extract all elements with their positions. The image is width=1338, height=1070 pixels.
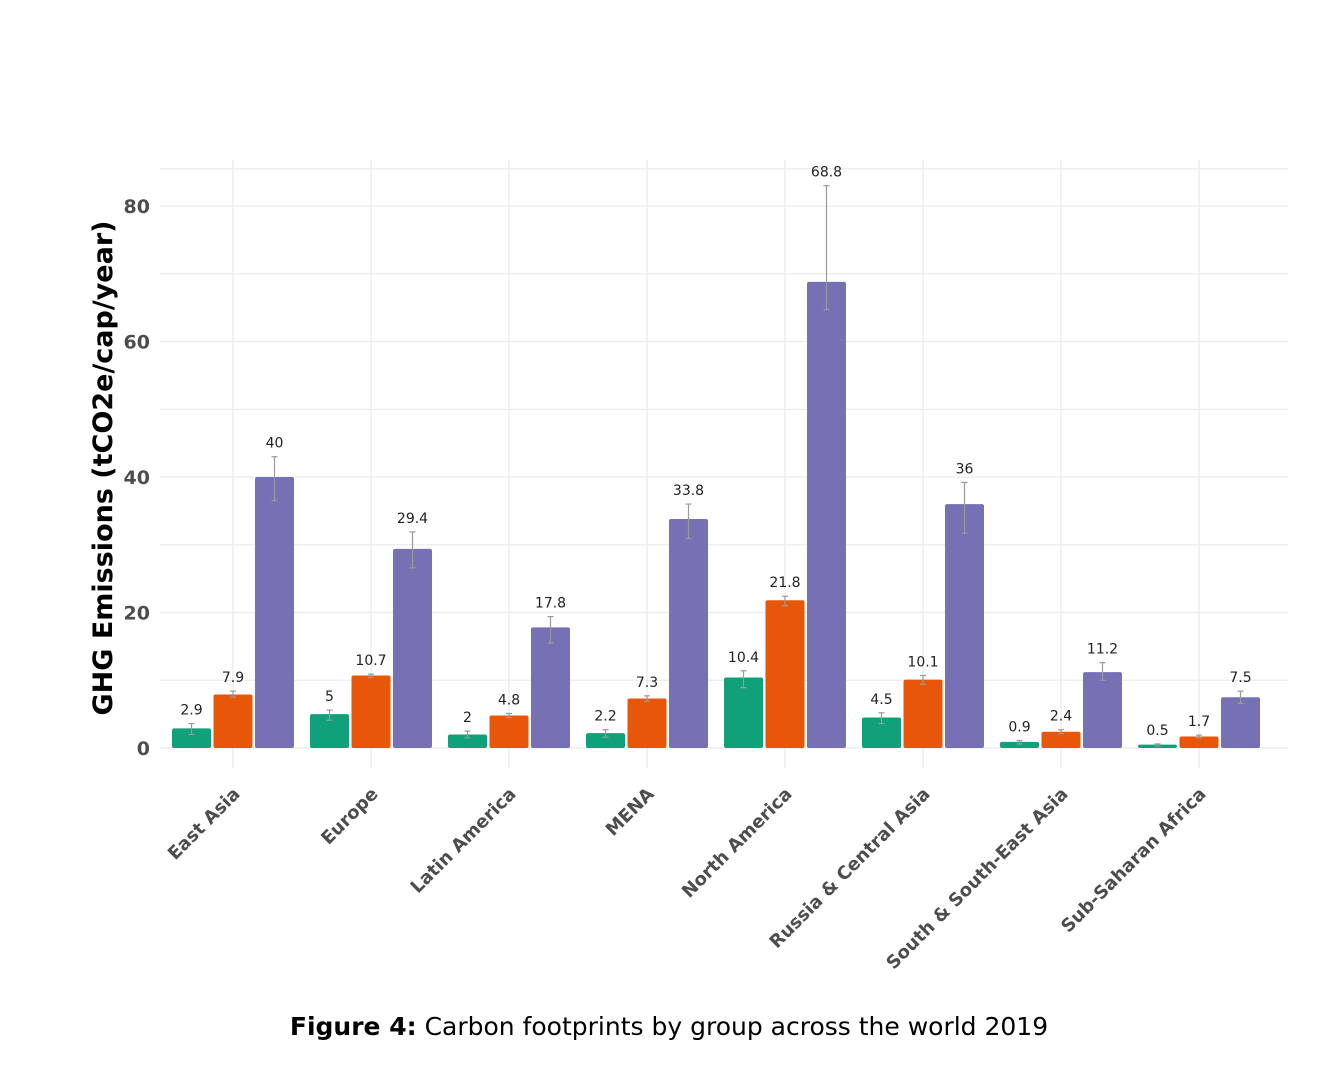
data-label: 5 xyxy=(325,689,334,705)
bar xyxy=(531,627,570,748)
data-label: 2 xyxy=(463,710,472,726)
data-label: 2.9 xyxy=(180,703,202,719)
data-labels: 2.9 7.9 40 5 10.7 29.4 2 4.8 17.8 2.2 7.3 33.8 10.4 2… xyxy=(180,165,1251,739)
data-label: 1.7 xyxy=(1188,714,1210,730)
bar xyxy=(862,717,901,748)
bar xyxy=(1000,741,1039,748)
bar xyxy=(807,281,846,748)
data-label: 2.2 xyxy=(594,709,616,725)
data-label: 7.5 xyxy=(1229,670,1251,686)
bar xyxy=(1083,672,1122,748)
bar xyxy=(448,734,487,748)
data-label: 17.8 xyxy=(535,596,566,612)
y-axis-ticks: 0 20 40 60 80 xyxy=(124,196,150,760)
data-label: 2.4 xyxy=(1050,709,1072,725)
y-tick-label: 60 xyxy=(124,332,150,354)
bar xyxy=(903,679,943,748)
bar xyxy=(627,698,667,748)
bar xyxy=(393,548,432,748)
x-tick-label: Latin America xyxy=(407,784,521,898)
bar xyxy=(669,519,708,748)
x-tick-label: North America xyxy=(678,784,797,903)
data-label: 0.9 xyxy=(1008,720,1030,736)
y-axis-label: GHG Emissions (tCO2e/cap/year) xyxy=(88,221,119,716)
y-tick-label: 20 xyxy=(124,603,150,625)
bar xyxy=(1221,697,1260,748)
data-label: 21.8 xyxy=(769,575,800,591)
bar xyxy=(724,677,763,748)
data-label: 40 xyxy=(266,436,284,452)
data-label: 10.1 xyxy=(907,655,938,671)
data-label: 7.3 xyxy=(636,675,658,691)
bars xyxy=(172,281,1260,748)
data-label: 10.4 xyxy=(728,650,759,666)
x-tick-label: MENA xyxy=(602,784,659,841)
data-label: 10.7 xyxy=(355,653,386,669)
data-label: 4.8 xyxy=(498,692,520,708)
data-label: 29.4 xyxy=(397,511,428,527)
x-tick-label: Russia & Central Asia xyxy=(766,784,935,953)
y-tick-label: 80 xyxy=(124,196,150,218)
x-tick-label: East Asia xyxy=(164,784,245,865)
bar xyxy=(765,600,805,748)
data-label: 11.2 xyxy=(1087,642,1118,658)
grid-lines xyxy=(160,160,1288,768)
bar xyxy=(489,715,529,748)
bar xyxy=(586,733,625,748)
bar xyxy=(945,504,984,748)
error-bars xyxy=(188,185,1244,747)
bar xyxy=(1041,731,1081,748)
figure-caption: Figure 4: Carbon footprints by group acr… xyxy=(0,1012,1338,1041)
bar xyxy=(351,675,391,748)
y-tick-label: 0 xyxy=(137,738,150,760)
figure-caption-text: Carbon footprints by group across the wo… xyxy=(424,1012,1049,1041)
data-label: 33.8 xyxy=(673,483,704,499)
bar xyxy=(1179,736,1219,748)
data-label: 4.5 xyxy=(870,692,892,708)
x-axis-categories: East Asia Europe Latin America MENA North Am… xyxy=(164,784,1211,974)
data-label: 7.9 xyxy=(222,670,244,686)
bar xyxy=(310,714,349,748)
data-label: 68.8 xyxy=(811,165,842,181)
x-tick-label: Europe xyxy=(317,784,382,849)
bar xyxy=(255,477,294,748)
bar xyxy=(172,728,211,748)
figure-caption-label: Figure 4: xyxy=(289,1012,417,1041)
bar xyxy=(213,694,253,748)
data-label: 0.5 xyxy=(1146,723,1168,739)
data-label: 36 xyxy=(956,461,974,477)
x-tick-label: Sub-Saharan Africa xyxy=(1057,784,1210,937)
y-tick-label: 40 xyxy=(124,467,150,489)
